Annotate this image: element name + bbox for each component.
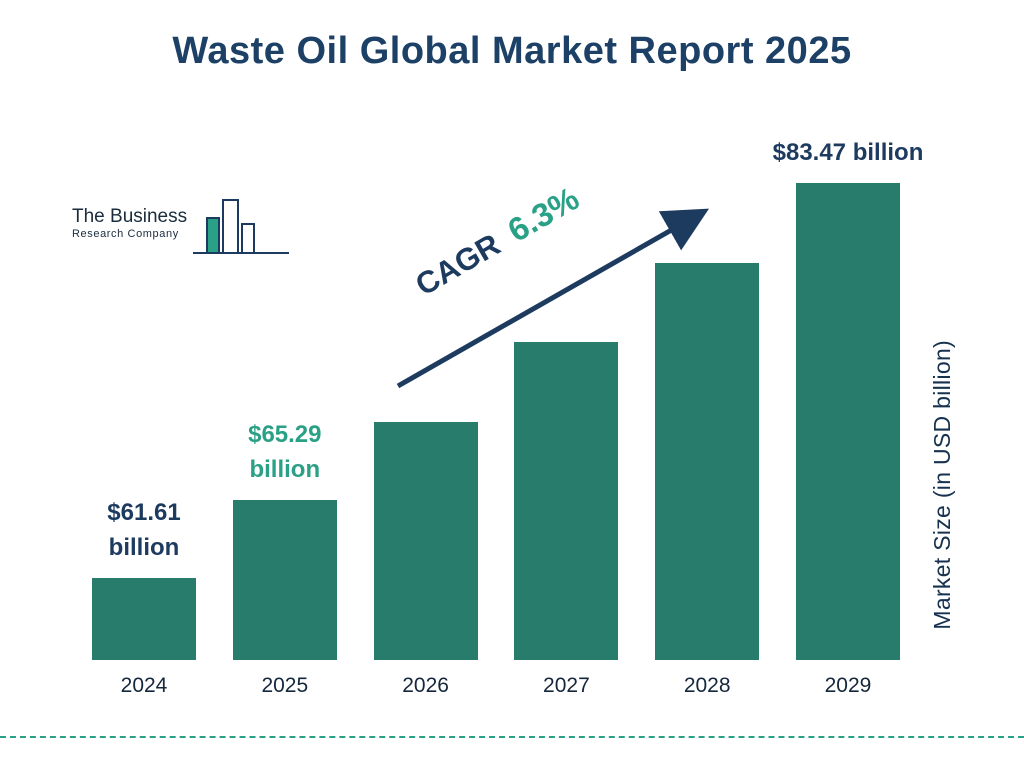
bar-column-2026: 2026 — [373, 422, 478, 698]
value-label-2029: $83.47 billion — [772, 139, 924, 167]
bar-2025 — [232, 500, 337, 660]
bar-chart: $61.61 billion 2024 $65.29 billion 2025 2026 20… — [92, 136, 924, 698]
bar-column-2027: 2027 — [514, 342, 619, 698]
bar-2027 — [514, 342, 619, 660]
x-tick-2025: 2025 — [261, 674, 309, 697]
bar-column-2024: $61.61 billion 2024 — [92, 496, 196, 698]
bar-2029 — [795, 183, 900, 660]
company-logo: The Business Research Company — [72, 192, 291, 267]
bar-column-2028: 2028 — [655, 263, 760, 698]
company-logo-line2: Research Company — [72, 228, 179, 240]
bar-2024 — [92, 578, 196, 660]
value-label-2024: $61.61 billion — [107, 499, 181, 562]
bar-2028 — [655, 263, 760, 660]
bar-column-2025: $65.29 billion 2025 — [232, 418, 337, 698]
y-axis-label: Market Size (in USD billion) — [929, 340, 955, 630]
company-logo-text: The Business Research Company — [72, 206, 187, 240]
x-tick-2026: 2026 — [402, 674, 449, 697]
value-label-2025: $65.29 billion — [248, 421, 322, 484]
company-logo-line1: The Business — [72, 206, 188, 227]
page-title: Waste Oil Global Market Report 2025 — [172, 30, 852, 72]
x-tick-2027: 2027 — [543, 674, 590, 697]
bottom-dashed-divider — [0, 736, 1024, 738]
bar-2026 — [373, 422, 478, 660]
x-tick-2029: 2029 — [824, 674, 872, 697]
x-tick-2028: 2028 — [683, 674, 731, 697]
bar-column-2029: $83.47 billion 2029 — [773, 136, 924, 698]
bar-chart-logo-icon — [191, 192, 291, 267]
x-tick-2024: 2024 — [120, 674, 168, 697]
